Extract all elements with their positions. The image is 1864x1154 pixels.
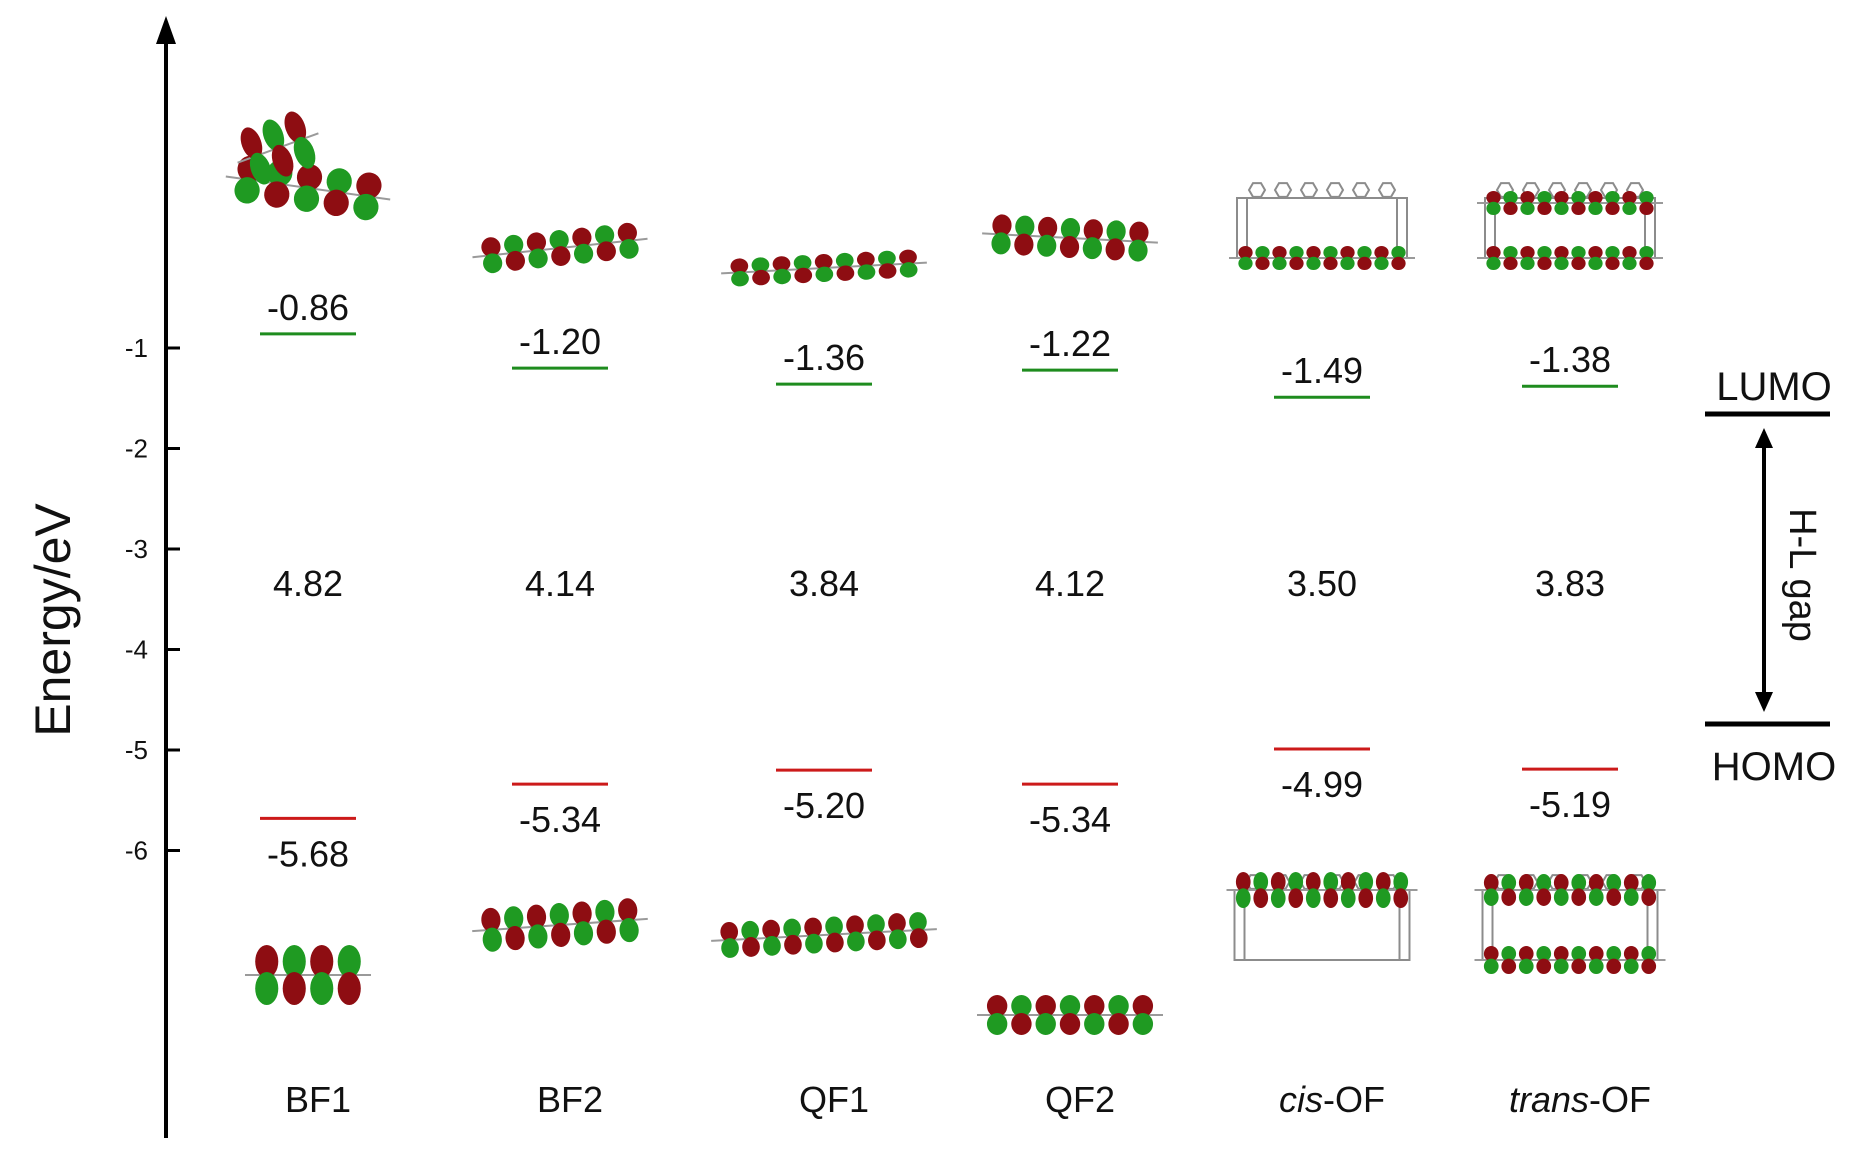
gap-value: 4.82 bbox=[273, 563, 343, 604]
gap-arrow-top bbox=[1755, 428, 1773, 448]
y-axis-ticks: -1 -2 -3 -4 -5 -6 bbox=[125, 333, 180, 866]
y-tick-label: -1 bbox=[125, 333, 148, 363]
y-axis-label: Energy/eV bbox=[25, 503, 81, 737]
homo-orbital-lobes bbox=[977, 995, 1163, 1035]
legend-lumo-label: LUMO bbox=[1716, 365, 1832, 409]
lumo-orbital-lobes bbox=[1229, 246, 1415, 270]
lumo-value: -1.38 bbox=[1529, 339, 1611, 380]
y-tick-label: -3 bbox=[125, 534, 148, 564]
y-tick-label: -5 bbox=[125, 735, 148, 765]
lumo-value: -0.86 bbox=[267, 287, 349, 328]
y-tick-label: -4 bbox=[125, 635, 148, 665]
molecule-column-QF2: -1.22 -5.34 4.12 QF2 bbox=[977, 214, 1163, 1120]
gap-value: 3.84 bbox=[789, 563, 859, 604]
lumo-orbital-lobes bbox=[1477, 246, 1663, 270]
lumo-orbital-lobes bbox=[472, 222, 648, 274]
molecule-column-BF2: -1.20 -5.34 4.14 BF2 bbox=[472, 222, 648, 1120]
homo-value: -5.19 bbox=[1529, 784, 1611, 825]
homo-value: -5.68 bbox=[267, 833, 349, 874]
molecule-column-QF1: -1.36 -5.20 3.84 QF1 bbox=[711, 249, 937, 1120]
molecule-name-suffix: -OF bbox=[1589, 1079, 1651, 1120]
axis-arrowhead bbox=[156, 16, 176, 44]
gap-value: 3.50 bbox=[1287, 563, 1357, 604]
homo-orbital-lobes-lower bbox=[1474, 946, 1666, 974]
gap-arrow-bottom bbox=[1755, 692, 1773, 712]
molecule-column-cis-OF: -1.49 -4.99 3.50 cis-OF bbox=[1226, 182, 1418, 1120]
homo-value: -5.20 bbox=[783, 785, 865, 826]
legend-homo-label: HOMO bbox=[1712, 745, 1836, 789]
molecule-name-suffix: -OF bbox=[1323, 1079, 1385, 1120]
molecule-name-prefix: cis bbox=[1279, 1079, 1323, 1120]
homo-orbital-lobes bbox=[711, 912, 937, 958]
y-tick-label: -6 bbox=[125, 836, 148, 866]
lumo-orbital-lobes bbox=[982, 214, 1158, 262]
molecule-name: BF2 bbox=[537, 1079, 603, 1120]
homo-orbital-lobes bbox=[1474, 874, 1666, 906]
molecule-column-trans-OF: -1.38 -5.19 3.83 trans-OF bbox=[1474, 182, 1666, 1120]
legend: LUMO HOMO H-L gap bbox=[1705, 365, 1836, 789]
lumo-orbital-lobes bbox=[721, 249, 927, 287]
y-tick-label: -2 bbox=[125, 434, 148, 464]
lumo-value: -1.20 bbox=[519, 321, 601, 362]
homo-orbital-lobes bbox=[1226, 872, 1418, 908]
lumo-value: -1.36 bbox=[783, 337, 865, 378]
molecule-name: QF2 bbox=[1045, 1079, 1115, 1120]
lumo-value: -1.49 bbox=[1281, 350, 1363, 391]
molecule-name: trans-OF bbox=[1509, 1079, 1651, 1120]
lumo-orbital-cap bbox=[237, 111, 319, 185]
homo-value: -5.34 bbox=[1029, 799, 1111, 840]
lumo-value: -1.22 bbox=[1029, 323, 1111, 364]
legend-gap-label: H-L gap bbox=[1781, 508, 1823, 642]
homo-orbital-lobes bbox=[472, 898, 648, 952]
gap-value: 4.14 bbox=[525, 563, 595, 604]
homo-orbital-lobes bbox=[245, 945, 371, 1005]
homo-value: -4.99 bbox=[1281, 764, 1363, 805]
molecule-name-prefix: trans bbox=[1509, 1079, 1589, 1120]
molecule-column-BF1: -0.86 -5.68 4.82 BF1 bbox=[225, 111, 391, 1120]
molecule-columns: -0.86-5.684.82BF1-1.20-5.344.14BF2-1.36-… bbox=[225, 111, 1666, 1120]
gap-value: 3.83 bbox=[1535, 563, 1605, 604]
molecule-name: cis-OF bbox=[1279, 1079, 1385, 1120]
lumo-orbital-lobes-upper bbox=[1477, 191, 1663, 215]
gap-value: 4.12 bbox=[1035, 563, 1105, 604]
molecule-name: BF1 bbox=[285, 1079, 351, 1120]
molecule-name: QF1 bbox=[799, 1079, 869, 1120]
homo-value: -5.34 bbox=[519, 799, 601, 840]
